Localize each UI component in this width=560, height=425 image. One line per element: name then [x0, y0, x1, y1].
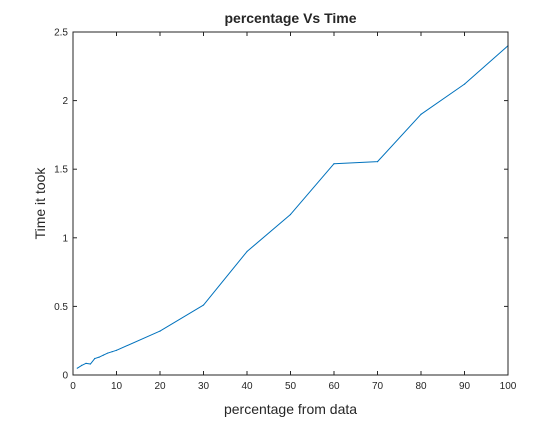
y-tick-label: 0.5: [54, 302, 68, 313]
y-tick-label: 1: [62, 233, 68, 244]
data-point: [76, 367, 78, 369]
x-tick-label: 70: [372, 381, 384, 392]
data-point: [376, 161, 379, 163]
x-tick-label: 50: [285, 381, 297, 392]
y-tick-label: 0: [62, 371, 68, 382]
x-ticks: 0 10 20 30 40 50 60 70 80 90 100: [70, 32, 517, 392]
y-tick-label: 2.5: [54, 28, 68, 39]
y-tick-label: 2: [62, 96, 68, 107]
data-point: [107, 352, 109, 354]
plot-area: [73, 32, 508, 375]
data-point: [159, 330, 161, 332]
x-tick-label: 100: [500, 381, 517, 392]
data-point: [289, 213, 292, 216]
data-point: [89, 363, 91, 365]
y-tick-label: 1.5: [54, 165, 68, 176]
data-point: [85, 362, 87, 364]
x-tick-label: 90: [459, 381, 471, 392]
data-point: [420, 113, 422, 115]
x-tick-label: 60: [328, 381, 340, 392]
series-layer: [76, 45, 509, 369]
data-point: [333, 163, 335, 165]
data-point: [246, 250, 248, 253]
data-point: [202, 304, 205, 306]
data-point: [102, 354, 105, 356]
chart-title: percentage Vs Time: [224, 10, 356, 26]
x-tick-label: 80: [415, 381, 427, 392]
data-point: [115, 349, 118, 351]
axes-box: [72, 31, 509, 376]
x-axis-label: percentage from data: [224, 401, 357, 417]
data-point: [111, 351, 113, 353]
x-tick-label: 40: [241, 381, 253, 392]
data-point: [98, 356, 100, 358]
x-tick-label: 0: [70, 381, 76, 392]
data-point: [94, 357, 96, 360]
data-point: [81, 364, 83, 366]
y-axis-label: Time it took: [32, 167, 48, 240]
x-tick-label: 20: [154, 381, 166, 392]
x-tick-label: 10: [111, 381, 123, 392]
data-point: [463, 83, 466, 85]
x-tick-label: 30: [198, 381, 210, 392]
